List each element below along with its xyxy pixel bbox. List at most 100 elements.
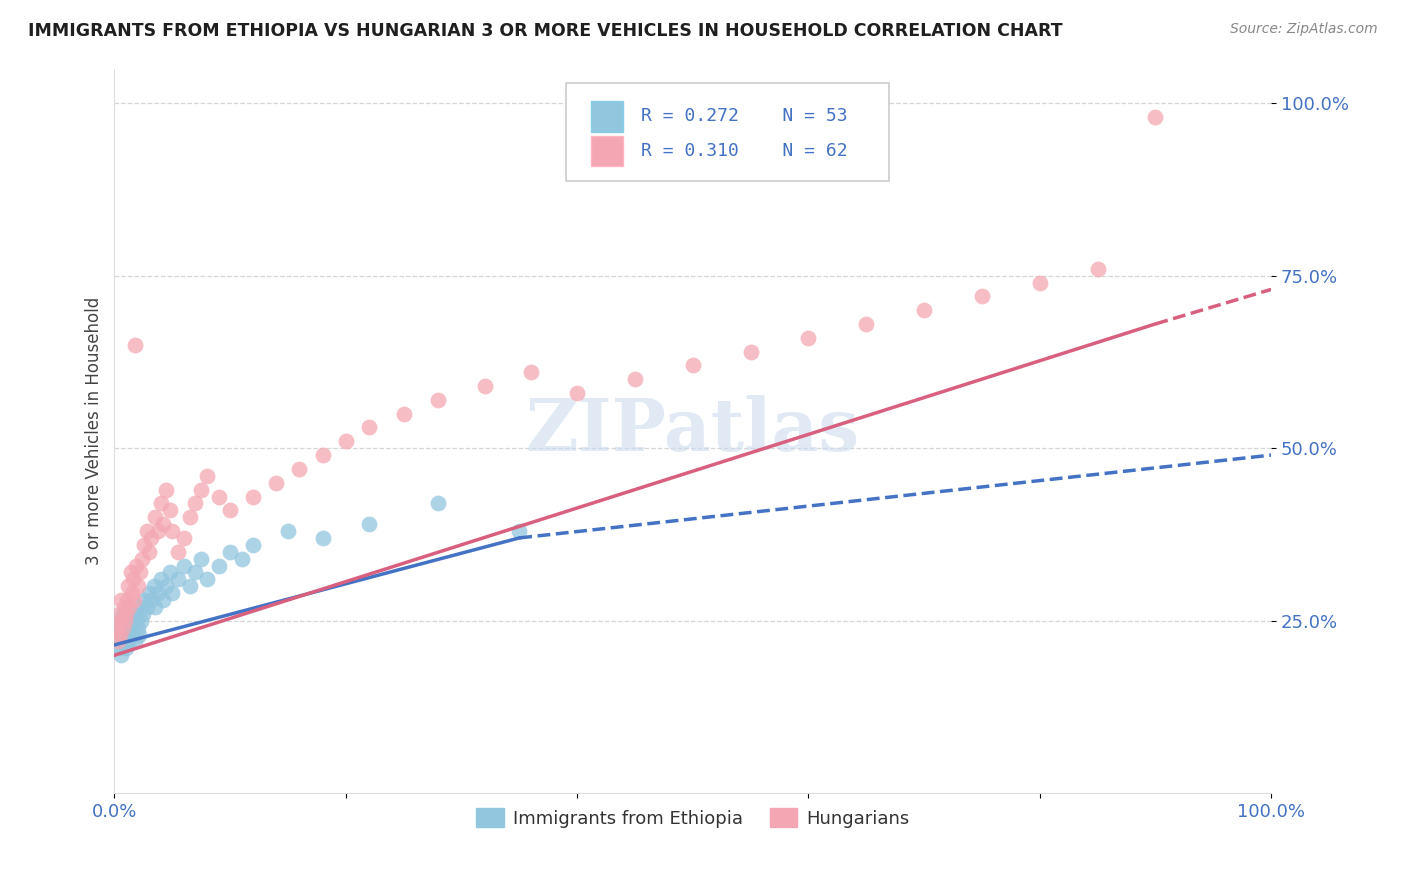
Point xyxy=(179,510,201,524)
Point xyxy=(159,503,181,517)
Point xyxy=(141,531,163,545)
Point xyxy=(231,551,253,566)
Point xyxy=(173,531,195,545)
Point xyxy=(855,317,877,331)
Point xyxy=(111,621,134,635)
Point xyxy=(162,586,184,600)
Point xyxy=(120,614,142,628)
Point xyxy=(190,483,212,497)
Point xyxy=(118,634,141,648)
Point xyxy=(740,344,762,359)
Point xyxy=(242,490,264,504)
Point xyxy=(128,599,150,614)
Point xyxy=(392,407,415,421)
Text: ZIPatlas: ZIPatlas xyxy=(526,395,860,467)
Point xyxy=(115,607,138,621)
FancyBboxPatch shape xyxy=(591,101,623,132)
Point xyxy=(134,593,156,607)
Point xyxy=(108,627,131,641)
Point xyxy=(427,392,450,407)
Point xyxy=(520,365,543,379)
FancyBboxPatch shape xyxy=(591,136,623,167)
Point xyxy=(427,496,450,510)
Point xyxy=(135,599,157,614)
Point xyxy=(117,627,139,641)
Point xyxy=(107,634,129,648)
Point xyxy=(970,289,993,303)
Point xyxy=(138,545,160,559)
Point xyxy=(311,448,333,462)
Point xyxy=(155,483,177,497)
Point xyxy=(127,621,149,635)
Y-axis label: 3 or more Vehicles in Household: 3 or more Vehicles in Household xyxy=(86,297,103,565)
Point xyxy=(624,372,647,386)
Point xyxy=(117,579,139,593)
Point xyxy=(266,475,288,490)
Point xyxy=(132,607,155,621)
Point xyxy=(565,386,588,401)
Point xyxy=(335,434,357,449)
Point xyxy=(107,614,129,628)
Point xyxy=(184,566,207,580)
Point xyxy=(105,621,128,635)
Point xyxy=(138,586,160,600)
Point xyxy=(112,614,135,628)
Point xyxy=(114,627,136,641)
Legend: Immigrants from Ethiopia, Hungarians: Immigrants from Ethiopia, Hungarians xyxy=(470,801,917,835)
Point xyxy=(167,545,190,559)
Point xyxy=(142,579,165,593)
Text: R = 0.310    N = 62: R = 0.310 N = 62 xyxy=(641,142,848,161)
Point xyxy=(121,586,143,600)
Point xyxy=(115,641,138,656)
Point xyxy=(912,303,935,318)
Point xyxy=(118,599,141,614)
Point xyxy=(162,524,184,538)
Point xyxy=(311,531,333,545)
Point xyxy=(112,599,135,614)
Point xyxy=(115,593,138,607)
Point xyxy=(474,379,496,393)
Point xyxy=(357,517,380,532)
Point xyxy=(127,579,149,593)
Point xyxy=(128,566,150,580)
Point xyxy=(111,607,134,621)
Point xyxy=(152,517,174,532)
Point xyxy=(159,566,181,580)
Point xyxy=(207,558,229,573)
Point xyxy=(134,538,156,552)
Point xyxy=(125,614,148,628)
Point xyxy=(149,572,172,586)
Point xyxy=(207,490,229,504)
Point xyxy=(184,496,207,510)
Point xyxy=(122,593,145,607)
Point xyxy=(122,627,145,641)
Point xyxy=(124,337,146,351)
Point xyxy=(152,593,174,607)
Point xyxy=(108,607,131,621)
Point xyxy=(195,468,218,483)
Point xyxy=(110,648,132,663)
Point xyxy=(288,462,311,476)
Point xyxy=(128,627,150,641)
Point xyxy=(121,621,143,635)
Text: R = 0.272    N = 53: R = 0.272 N = 53 xyxy=(641,107,848,126)
Point xyxy=(110,593,132,607)
Point xyxy=(277,524,299,538)
Point xyxy=(195,572,218,586)
Point xyxy=(112,634,135,648)
Point xyxy=(143,599,166,614)
Point xyxy=(357,420,380,434)
Point xyxy=(114,614,136,628)
Point xyxy=(108,621,131,635)
Point xyxy=(1087,261,1109,276)
Point xyxy=(148,524,170,538)
Point xyxy=(105,634,128,648)
Point xyxy=(149,496,172,510)
Point xyxy=(155,579,177,593)
Point xyxy=(125,558,148,573)
Point xyxy=(135,524,157,538)
Point xyxy=(115,621,138,635)
Point xyxy=(143,510,166,524)
Point xyxy=(219,545,242,559)
Point xyxy=(108,614,131,628)
